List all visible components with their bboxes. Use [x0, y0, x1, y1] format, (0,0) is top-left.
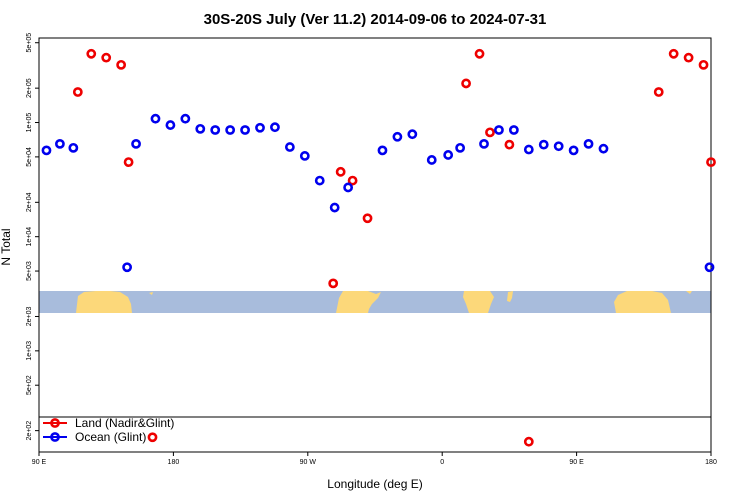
- plot-frame: [38, 37, 712, 453]
- ocean-point: [131, 138, 141, 149]
- ocean-point: [598, 143, 609, 154]
- x-axis: 90 E 180 90 W 0 90 E 180: [32, 452, 717, 466]
- land-point: [698, 59, 709, 70]
- ocean-point: [523, 144, 534, 155]
- ocean-point: [284, 142, 295, 152]
- land-point: [474, 48, 485, 59]
- ocean-point: [407, 129, 418, 140]
- land-point: [706, 157, 716, 168]
- ocean-point: [508, 125, 519, 135]
- map-landmass: [336, 291, 381, 313]
- ocean-point: [455, 142, 466, 153]
- map-landmass: [686, 291, 692, 294]
- land-point: [72, 87, 83, 97]
- ocean-point: [68, 142, 79, 153]
- ocean-point: [240, 125, 250, 135]
- land-point: [116, 59, 127, 70]
- ocean-point: [210, 125, 221, 135]
- y-tick-label: 1e+04: [26, 227, 33, 247]
- legend-marker: [50, 418, 60, 428]
- ocean-point: [55, 138, 65, 149]
- land-point: [362, 213, 373, 224]
- legend-label: Land (Nadir&Glint): [75, 416, 174, 430]
- map-landmass: [507, 291, 513, 302]
- ocean-point: [538, 139, 549, 150]
- y-axis: 2e+02 5e+02 1e+03 2e+03 5e+03 1e+04 2e+04 5e+04…: [26, 33, 39, 441]
- x-tick-label: 90 W: [300, 459, 317, 466]
- ocean-point: [41, 145, 52, 156]
- ocean-point: [443, 150, 454, 160]
- y-tick-label: 5e+05: [26, 33, 33, 53]
- ocean-point: [150, 113, 161, 124]
- land-point: [461, 78, 471, 89]
- land-point: [504, 139, 515, 150]
- land-point: [347, 175, 358, 186]
- ocean-point: [165, 120, 176, 130]
- land-point: [328, 278, 339, 289]
- ocean-point: [426, 155, 437, 165]
- data-points: [41, 48, 716, 447]
- y-tick-label: 5e+04: [26, 147, 33, 167]
- y-tick-label: 5e+02: [26, 375, 33, 395]
- map-strip-ocean: [39, 291, 711, 313]
- land-point: [147, 432, 158, 443]
- x-tick-label: 0: [440, 459, 444, 466]
- ocean-point: [583, 138, 594, 149]
- legend: Land (Nadir&Glint)Ocean (Glint): [43, 416, 174, 444]
- chart-title: 30S-20S July (Ver 11.2) 2014-09-06 to 20…: [204, 11, 547, 28]
- land-point: [101, 52, 112, 63]
- ocean-point: [255, 122, 265, 133]
- map-landmass: [149, 292, 153, 295]
- ocean-point: [122, 262, 133, 273]
- map-landmass: [614, 291, 671, 313]
- x-axis-label: Longitude (deg E): [327, 477, 422, 491]
- ocean-point: [392, 131, 403, 142]
- y-tick-label: 2e+04: [26, 192, 33, 212]
- map-strip: [39, 291, 711, 313]
- ocean-point: [553, 141, 564, 152]
- y-tick-label: 2e+02: [26, 421, 33, 441]
- y-tick-label: 2e+05: [26, 78, 33, 98]
- ocean-point: [343, 182, 354, 193]
- map-landmass: [76, 291, 132, 313]
- legend-marker: [50, 432, 60, 442]
- land-point: [683, 52, 694, 63]
- ocean-point: [494, 125, 504, 135]
- land-point: [123, 157, 134, 168]
- ocean-point: [270, 122, 280, 133]
- x-tick-label: 90 E: [569, 459, 584, 466]
- y-tick-label: 1e+03: [26, 341, 33, 361]
- land-point: [86, 48, 97, 59]
- ocean-point: [704, 262, 715, 273]
- y-tick-label: 2e+03: [26, 307, 33, 327]
- x-tick-label: 180: [168, 459, 180, 466]
- ocean-point: [329, 202, 340, 213]
- ocean-point: [225, 125, 236, 135]
- y-tick-label: 5e+03: [26, 261, 33, 281]
- ocean-point: [377, 145, 388, 156]
- ocean-point: [479, 138, 489, 149]
- ocean-point: [180, 113, 191, 124]
- land-point: [485, 127, 495, 138]
- land-point: [523, 436, 534, 447]
- legend-label: Ocean (Glint): [75, 430, 146, 444]
- ocean-point: [195, 123, 206, 134]
- x-tick-label: 90 E: [32, 459, 47, 466]
- y-tick-label: 1e+05: [26, 113, 33, 133]
- y-axis-label: N Total: [0, 228, 13, 265]
- land-point: [335, 166, 346, 177]
- ocean-point: [568, 145, 579, 156]
- land-point: [668, 48, 679, 59]
- x-tick-label: 180: [705, 459, 717, 466]
- ocean-point: [314, 175, 325, 186]
- land-point: [653, 87, 664, 97]
- ocean-point: [299, 151, 310, 161]
- map-landmass: [463, 291, 494, 313]
